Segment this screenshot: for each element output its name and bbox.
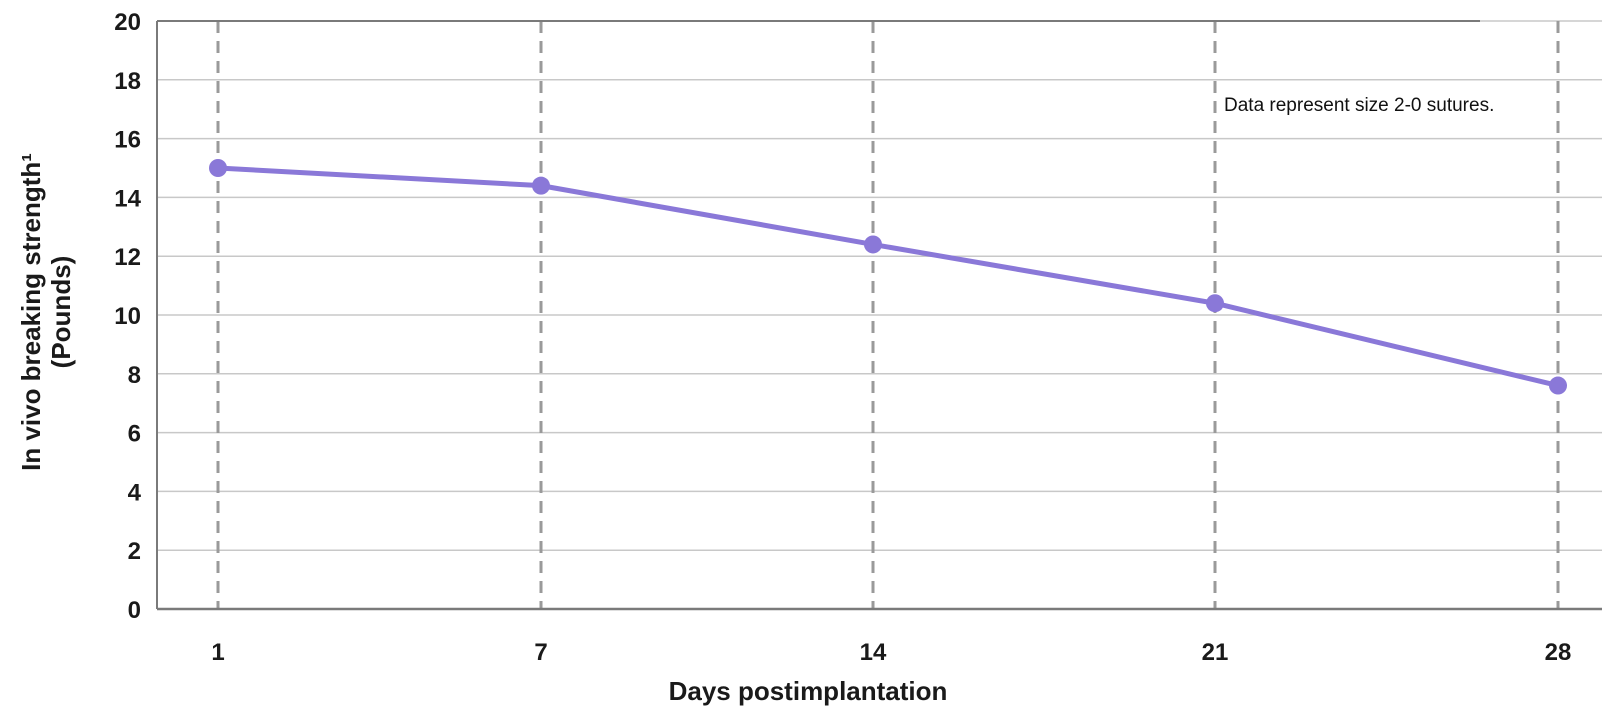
y-axis-title: In vivo breaking strength¹ (Pounds): [16, 153, 76, 471]
y-tick-label-20: 20: [114, 9, 141, 36]
data-point-day-7: [532, 176, 550, 195]
x-axis-title: Days postimplantation: [669, 676, 948, 706]
x-tick-label-28: 28: [1545, 639, 1572, 666]
x-tick-label-21: 21: [1202, 639, 1229, 666]
x-tick-label-14: 14: [860, 639, 887, 666]
y-tick-label-6: 6: [128, 421, 141, 448]
y-tick-label-16: 16: [114, 127, 141, 154]
annotation-note: Data represent size 2-0 sutures.: [1224, 95, 1494, 116]
y-tick-label-4: 4: [128, 479, 142, 506]
series-line-0: [215, 165, 1561, 389]
x-tick-label-7: 7: [534, 639, 547, 666]
data-point-day-14: [864, 235, 882, 254]
y-axis-title-line1: In vivo breaking strength¹: [16, 153, 46, 471]
y-tick-label-2: 2: [128, 538, 141, 565]
axes: [156, 20, 1602, 611]
y-tick-label-10: 10: [114, 303, 141, 330]
y-tick-label-0: 0: [128, 597, 141, 624]
y-tick-label-18: 18: [114, 68, 141, 95]
x-dashed-gridlines: [216, 21, 1560, 609]
y-tick-label-8: 8: [128, 362, 141, 389]
y-tick-labels: 0 2 4 6 8 10 12 14 16 18 20: [114, 9, 141, 624]
data-point-day-21: [1206, 294, 1224, 313]
data-point-day-1: [209, 159, 227, 177]
y-axis-title-line2: (Pounds): [46, 256, 76, 369]
x-tick-label-1: 1: [211, 639, 224, 666]
x-tick-labels: 1 7 14 21 28: [211, 639, 1571, 666]
y-tick-label-12: 12: [114, 244, 141, 271]
y-tick-label-14: 14: [114, 185, 141, 212]
data-point-day-28: [1549, 376, 1567, 395]
series: [209, 159, 1567, 395]
